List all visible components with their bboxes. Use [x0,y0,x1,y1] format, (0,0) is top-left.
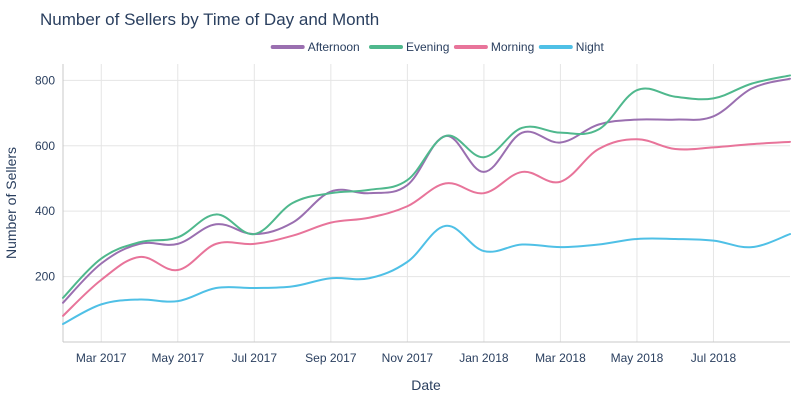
legend-item-morning[interactable]: Morning [453,40,534,54]
legend-label: Afternoon [308,40,360,54]
legend-label: Evening [406,40,449,54]
legend-item-evening[interactable]: Evening [369,40,449,54]
x-tick-label: Jan 2018 [459,351,509,365]
series-line-night[interactable] [62,224,791,326]
x-tick-label: Jul 2018 [691,351,737,365]
x-tick-label: Sep 2017 [305,351,357,365]
x-tick-label: Mar 2017 [76,351,127,365]
y-tick-label: 400 [35,204,55,218]
legend-label: Morning [491,40,534,54]
x-axis-title: Date [411,377,441,393]
y-tick-label: 800 [35,73,55,87]
x-tick-label: May 2017 [151,351,204,365]
series-lines [62,74,791,326]
legend-label: Night [576,40,605,54]
series-line-evening[interactable] [62,74,791,299]
legend-item-night[interactable]: Night [538,40,605,54]
x-tick-label: Nov 2017 [382,351,434,365]
chart-title: Number of Sellers by Time of Day and Mon… [40,10,379,29]
x-tick-label: May 2018 [611,351,664,365]
y-axis-title: Number of Sellers [3,147,19,259]
y-tick-label: 600 [35,139,55,153]
series-line-morning[interactable] [62,138,791,317]
legend-item-afternoon[interactable]: Afternoon [270,40,360,54]
legend[interactable]: Afternoon Evening Morning Night [270,40,605,54]
x-tick-label: Jul 2017 [232,351,278,365]
x-tick-label: Mar 2018 [535,351,586,365]
gridlines [63,64,790,342]
y-tick-label: 200 [35,270,55,284]
axes: 200 400 600 800 Mar 2017 May 2017 Jul 2017 Sep … [35,64,790,365]
